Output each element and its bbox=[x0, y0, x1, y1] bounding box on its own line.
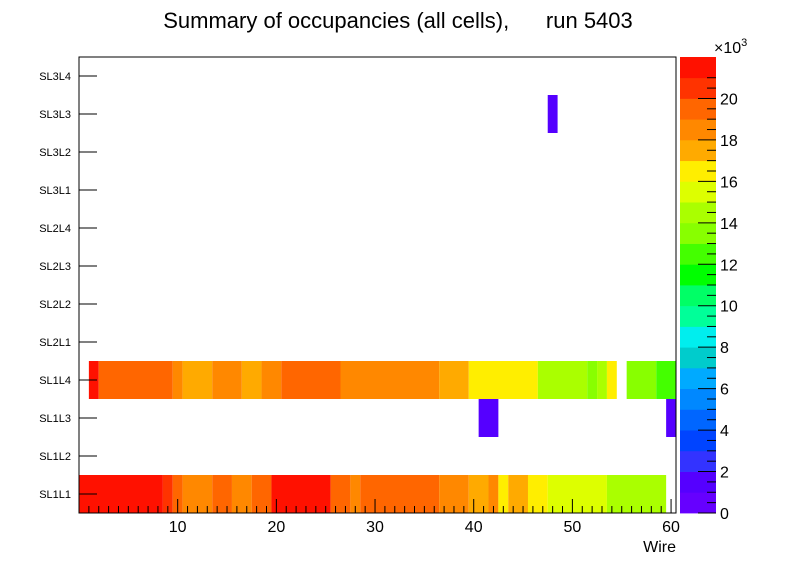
color-scale-tick-label: 0 bbox=[720, 506, 729, 523]
heatmap-cell bbox=[547, 95, 558, 133]
y-axis: SL1L1 SL1L2 SL1L3 SL1L4 SL2L1 SL2L2 SL2L3 SL2L4… bbox=[39, 71, 97, 501]
color-scale-swatch bbox=[680, 471, 716, 493]
color-scale-swatch bbox=[680, 139, 716, 162]
heatmap-cell bbox=[182, 361, 213, 399]
x-tick-label: 50 bbox=[563, 519, 581, 536]
color-scale-tick-label: 12 bbox=[720, 257, 738, 274]
color-scale-swatch bbox=[680, 160, 716, 182]
heatmap-cell bbox=[478, 399, 499, 437]
heatmap-cell bbox=[231, 475, 252, 513]
x-tick-label: 10 bbox=[169, 519, 187, 536]
heatmap-cell bbox=[606, 361, 617, 399]
heatmap-cell bbox=[251, 475, 272, 513]
color-scale-exponent: ×103 bbox=[714, 37, 747, 57]
color-scale-tick-label: 6 bbox=[720, 382, 729, 399]
heatmap-cell bbox=[527, 475, 548, 513]
heatmap-cell bbox=[498, 475, 509, 513]
color-scale-swatch bbox=[680, 264, 716, 286]
y-tick-label: SL2L4 bbox=[39, 223, 71, 235]
color-scale-tick-label: 10 bbox=[720, 299, 738, 316]
color-scale-swatch bbox=[680, 409, 716, 431]
color-scale-swatch bbox=[680, 347, 716, 369]
y-tick-label: SL1L4 bbox=[39, 375, 71, 387]
color-scale-swatch bbox=[680, 77, 716, 99]
heatmap-cell bbox=[241, 361, 262, 399]
heatmap-cell bbox=[271, 475, 331, 513]
color-scale-tick-label: 18 bbox=[720, 133, 738, 150]
color-scale-swatch bbox=[680, 243, 716, 265]
color-scale-swatch bbox=[680, 305, 716, 327]
x-axis: 10 20 30 40 50 60 bbox=[88, 499, 680, 536]
color-scale-swatch bbox=[680, 181, 716, 203]
y-tick-label: SL2L2 bbox=[39, 299, 71, 311]
heatmap-cell bbox=[656, 361, 676, 399]
heatmap-cell bbox=[340, 361, 440, 399]
heatmap-cell bbox=[488, 475, 499, 513]
heatmap-cell bbox=[468, 361, 538, 399]
heatmap-cell bbox=[172, 361, 183, 399]
heatmap-cell bbox=[508, 475, 528, 513]
x-tick-label: 40 bbox=[465, 519, 483, 536]
y-tick-label: SL1L1 bbox=[39, 489, 71, 501]
heatmap-cell bbox=[597, 361, 607, 399]
y-tick-label: SL1L2 bbox=[39, 451, 71, 463]
heatmap-cell bbox=[587, 361, 598, 399]
color-scale-swatch bbox=[680, 388, 716, 410]
y-tick-label: SL1L3 bbox=[39, 413, 71, 425]
heatmap-cell bbox=[281, 361, 341, 399]
heatmap-cell bbox=[350, 475, 361, 513]
y-tick-label: SL3L3 bbox=[39, 109, 71, 121]
x-axis-label: Wire bbox=[643, 539, 676, 556]
heatmap-cell bbox=[666, 399, 676, 437]
heatmap-cell bbox=[172, 475, 183, 513]
x-tick-label: 60 bbox=[662, 519, 680, 536]
color-scale-swatch bbox=[680, 285, 716, 307]
heatmap-cells bbox=[79, 95, 676, 513]
y-tick-label: SL3L4 bbox=[39, 71, 71, 83]
color-scale: 0 2 4 6 8 10 12 14 16 18 20 bbox=[680, 57, 738, 523]
color-scale-tick-label: 2 bbox=[720, 465, 729, 482]
chart-title: Summary of occupancies (all cells), run … bbox=[163, 8, 633, 33]
y-tick-label: SL3L1 bbox=[39, 185, 71, 197]
color-scale-tick-label: 16 bbox=[720, 174, 738, 191]
heatmap-cell bbox=[626, 361, 657, 399]
color-scale-swatch bbox=[680, 222, 716, 244]
heatmap-cell bbox=[468, 475, 489, 513]
color-scale-swatch bbox=[680, 57, 716, 79]
color-scale-tick-label: 8 bbox=[720, 340, 729, 357]
heatmap-cell bbox=[439, 361, 469, 399]
heatmap-cell bbox=[330, 475, 351, 513]
y-tick-label: SL2L1 bbox=[39, 337, 71, 349]
x-tick-label: 30 bbox=[366, 519, 384, 536]
color-scale-exponent-base: ×10 bbox=[714, 40, 741, 57]
heatmap-cell bbox=[606, 475, 667, 513]
heatmap-cell bbox=[212, 475, 232, 513]
heatmap-cell bbox=[212, 361, 242, 399]
color-scale-swatch bbox=[680, 492, 716, 514]
color-scale-swatch bbox=[680, 119, 716, 141]
color-scale-exponent-power: 3 bbox=[741, 37, 747, 49]
heatmap-cell bbox=[98, 361, 173, 399]
heatmap-cell bbox=[547, 475, 607, 513]
y-tick-label: SL2L3 bbox=[39, 261, 71, 273]
color-scale-tick-label: 20 bbox=[720, 91, 738, 108]
heatmap-cell bbox=[162, 475, 173, 513]
color-scale-swatch bbox=[680, 98, 716, 120]
color-scale-swatch bbox=[680, 430, 716, 452]
color-scale-swatch bbox=[680, 450, 716, 472]
heatmap-cell bbox=[360, 475, 440, 513]
color-scale-swatch bbox=[680, 326, 716, 348]
color-scale-tick-label: 4 bbox=[720, 423, 729, 440]
color-scale-swatch bbox=[680, 202, 716, 224]
heatmap-cell bbox=[261, 361, 282, 399]
heatmap-cell bbox=[537, 361, 588, 399]
x-tick-label: 20 bbox=[267, 519, 285, 536]
color-scale-tick-label: 14 bbox=[720, 216, 738, 233]
y-tick-label: SL3L2 bbox=[39, 147, 71, 159]
plot-frame bbox=[78, 56, 677, 514]
color-scale-swatch bbox=[680, 367, 716, 390]
